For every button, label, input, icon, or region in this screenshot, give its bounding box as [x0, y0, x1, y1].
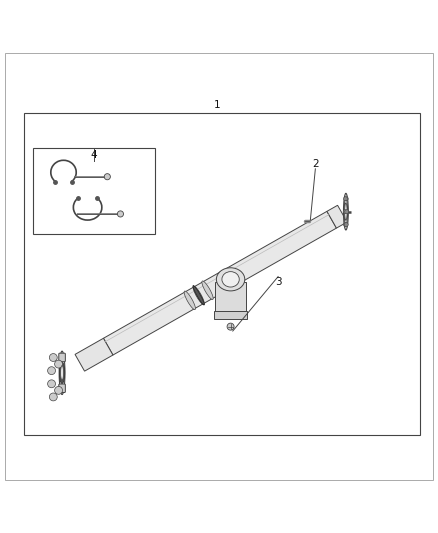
Ellipse shape: [343, 193, 348, 230]
Ellipse shape: [216, 268, 245, 291]
Ellipse shape: [345, 203, 347, 220]
Circle shape: [343, 197, 347, 201]
Polygon shape: [327, 205, 347, 228]
Ellipse shape: [193, 286, 204, 304]
Circle shape: [117, 211, 124, 217]
Circle shape: [49, 353, 57, 361]
Circle shape: [49, 393, 57, 401]
Circle shape: [343, 223, 347, 227]
Circle shape: [343, 209, 347, 214]
Ellipse shape: [202, 281, 213, 300]
Bar: [215, 282, 246, 311]
Text: 3: 3: [275, 277, 282, 287]
Text: 4: 4: [91, 150, 98, 160]
Text: 2: 2: [312, 159, 319, 168]
Circle shape: [48, 367, 56, 375]
Circle shape: [104, 174, 110, 180]
Ellipse shape: [60, 366, 64, 380]
Circle shape: [344, 197, 348, 201]
Ellipse shape: [184, 291, 195, 310]
Polygon shape: [75, 338, 113, 371]
Ellipse shape: [222, 272, 239, 287]
Text: 1: 1: [213, 100, 220, 110]
Ellipse shape: [59, 351, 65, 394]
Bar: [214, 311, 247, 319]
Polygon shape: [103, 212, 336, 355]
Circle shape: [345, 209, 349, 214]
Ellipse shape: [60, 362, 65, 383]
Ellipse shape: [193, 286, 204, 305]
Ellipse shape: [344, 198, 348, 225]
Circle shape: [227, 323, 234, 330]
Circle shape: [344, 223, 348, 227]
FancyBboxPatch shape: [59, 353, 65, 362]
Circle shape: [55, 386, 63, 394]
Circle shape: [48, 380, 56, 387]
FancyBboxPatch shape: [59, 384, 65, 392]
Circle shape: [55, 360, 63, 368]
Bar: [24, 113, 420, 435]
Bar: [33, 148, 155, 233]
